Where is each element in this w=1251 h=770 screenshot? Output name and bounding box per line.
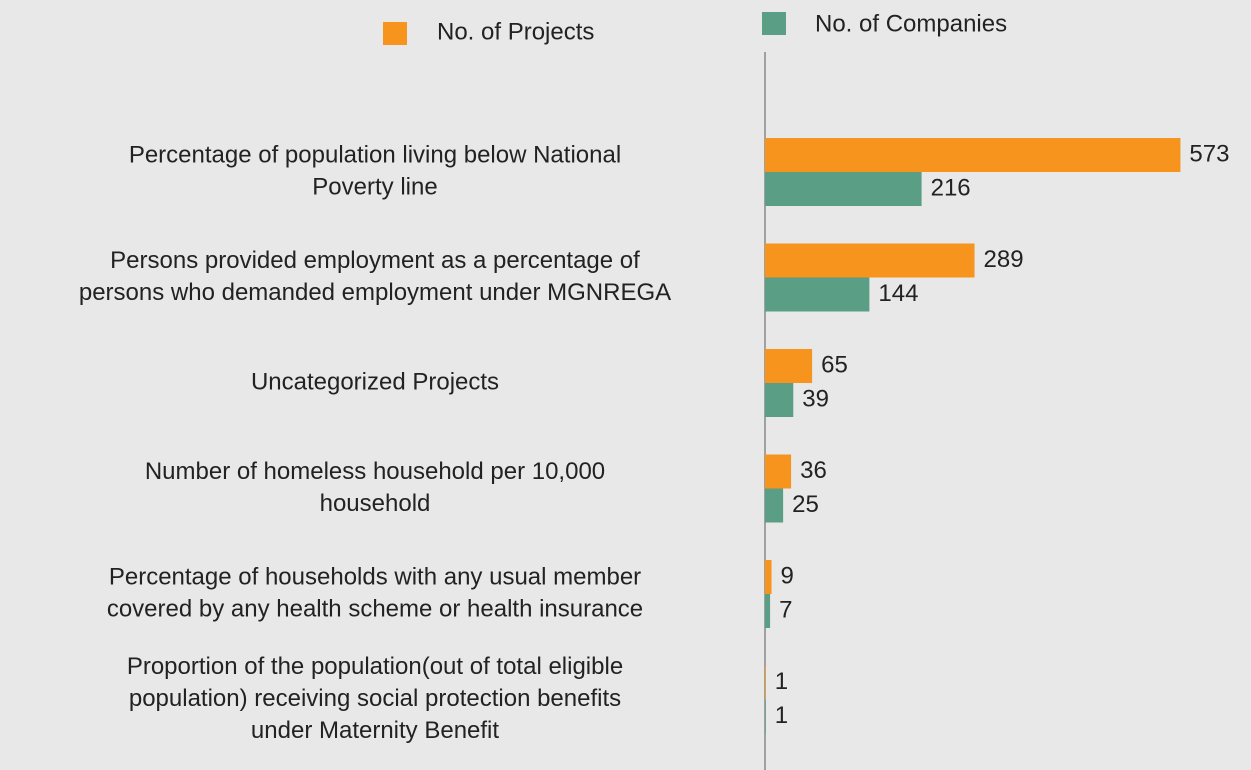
value-label: 65 bbox=[821, 351, 848, 378]
category-label: Percentage of population living below Na… bbox=[129, 141, 621, 168]
bar bbox=[765, 699, 766, 734]
value-label: 9 bbox=[781, 562, 794, 589]
category-label: population) receiving social protection … bbox=[129, 685, 621, 712]
value-label: 216 bbox=[931, 174, 971, 201]
value-label: 7 bbox=[779, 596, 792, 623]
category-label: Proportion of the population(out of tota… bbox=[127, 653, 623, 680]
bar bbox=[765, 277, 870, 312]
category-label: Number of homeless household per 10,000 bbox=[145, 458, 605, 485]
value-label: 1 bbox=[775, 668, 788, 695]
category-label: Percentage of households with any usual … bbox=[109, 563, 641, 590]
legend-swatch bbox=[383, 22, 407, 45]
value-label: 39 bbox=[802, 385, 829, 412]
value-label: 573 bbox=[1189, 140, 1229, 167]
category-label: Uncategorized Projects bbox=[251, 368, 499, 395]
category-label: under Maternity Benefit bbox=[251, 717, 499, 744]
bar bbox=[765, 349, 813, 383]
category-label: household bbox=[320, 490, 431, 517]
value-label: 36 bbox=[800, 457, 827, 484]
legend-swatch bbox=[762, 12, 786, 35]
bar bbox=[765, 488, 784, 523]
bar bbox=[765, 172, 922, 206]
bar bbox=[765, 138, 1181, 172]
category-label: persons who demanded employment under MG… bbox=[79, 279, 671, 306]
category-label: covered by any health scheme or health i… bbox=[107, 595, 643, 622]
bar bbox=[765, 454, 792, 489]
legend-label: No. of Projects bbox=[437, 18, 594, 45]
bar bbox=[765, 594, 771, 628]
value-label: 144 bbox=[878, 280, 918, 307]
bar bbox=[765, 560, 772, 594]
category-label: Poverty line bbox=[312, 173, 437, 200]
bar bbox=[765, 243, 975, 278]
value-label: 25 bbox=[792, 491, 819, 518]
legend-label: No. of Companies bbox=[815, 10, 1007, 37]
category-label: Persons provided employment as a percent… bbox=[110, 247, 640, 274]
value-label: 289 bbox=[984, 246, 1024, 273]
bar bbox=[765, 665, 766, 700]
value-label: 1 bbox=[775, 702, 788, 729]
bar bbox=[765, 383, 794, 417]
